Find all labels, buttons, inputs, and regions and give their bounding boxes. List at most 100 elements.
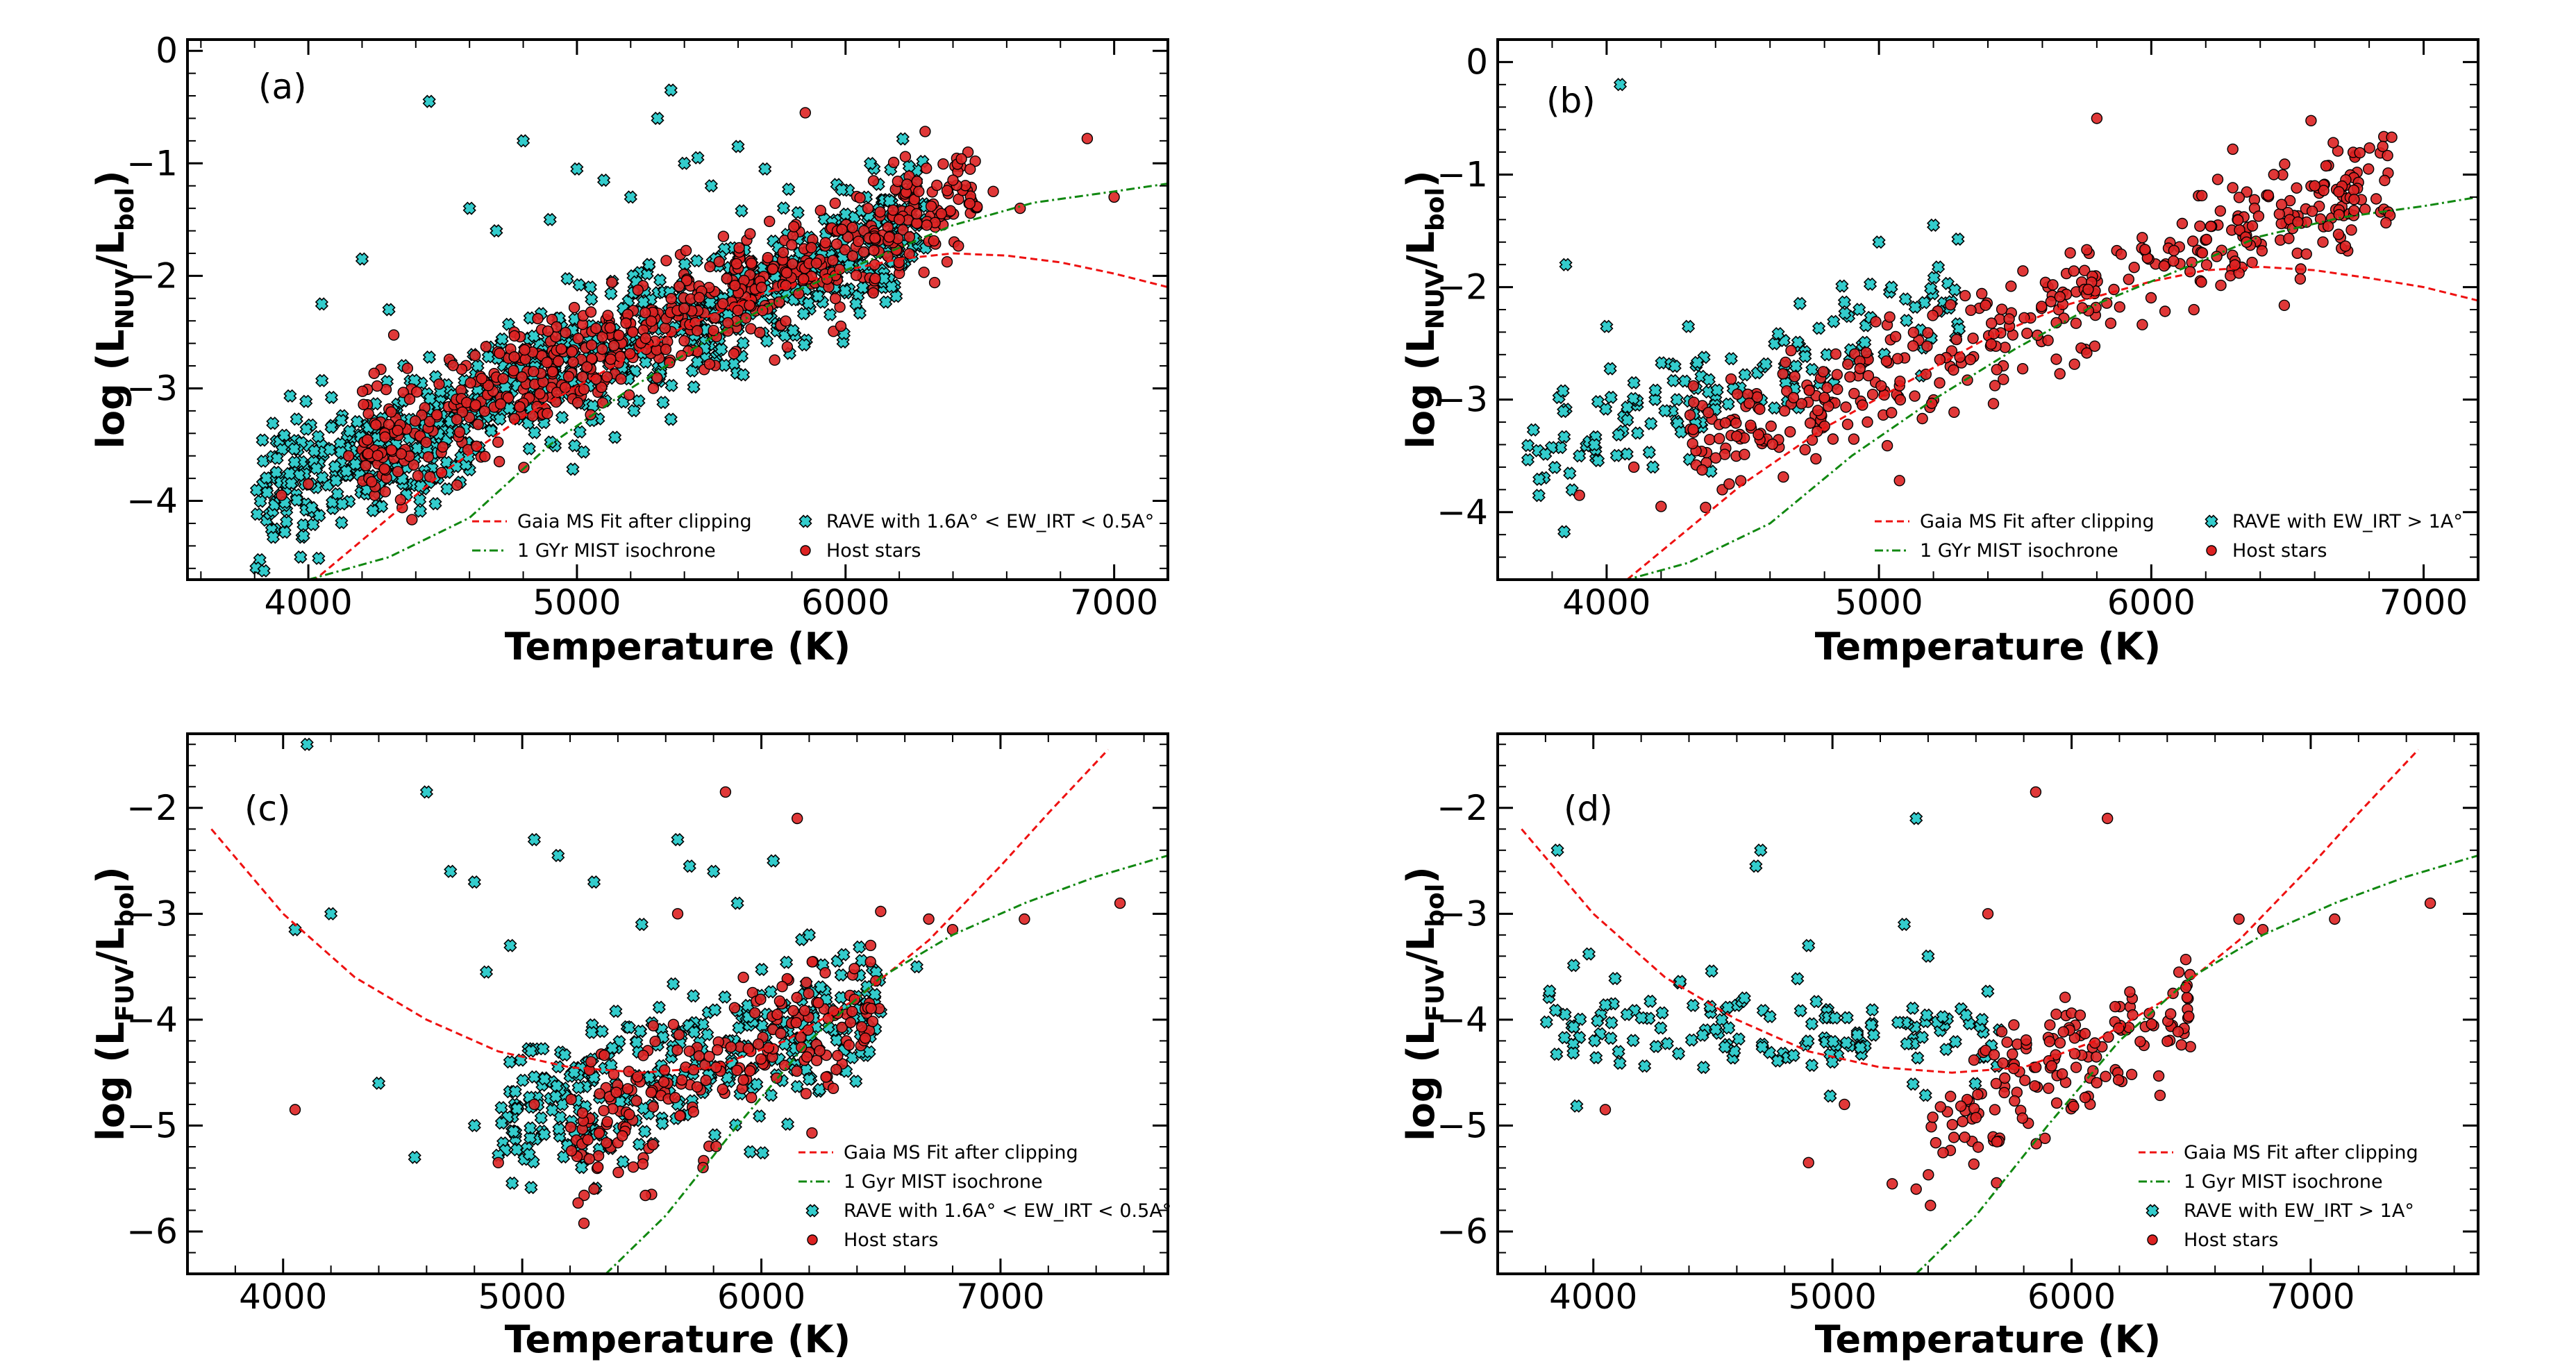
host-point [358,398,369,410]
rave-point [1612,428,1625,442]
host-point [1857,399,1868,411]
panel-tag-b: (b) [1546,81,1596,121]
host-point [763,215,776,228]
host-point [2318,185,2330,196]
host-point [2050,1008,2062,1020]
rave-point [1891,1016,1905,1029]
rave-point [1828,1011,1842,1025]
host-point [2205,220,2217,233]
rave-point [440,482,454,496]
host-point [964,163,976,175]
host-point [854,192,866,204]
rave-point [555,410,569,424]
host-point [601,1116,613,1128]
rave-point [1557,404,1571,419]
rave-point [1837,295,1852,309]
rave-point [1826,1034,1840,1049]
host-point [731,1064,743,1077]
rave-point [642,1070,656,1084]
host-point [1700,501,1712,514]
rave-point [1791,972,1805,986]
host-point [781,973,794,985]
host-point [848,963,860,975]
host-point [565,1093,577,1105]
rave-point [574,1161,589,1175]
rave-point [467,1118,481,1133]
rave-point [315,297,329,311]
rave-point [250,507,265,521]
host-point [362,448,374,460]
host-point [1840,401,1852,413]
plot-content [1521,78,2478,580]
rave-point [1557,525,1571,539]
host-point [637,1050,649,1061]
host-point [2262,190,2275,201]
host-point [920,162,932,174]
rave-point [294,550,308,564]
rave-point [1948,1034,1962,1049]
rave-point [536,1042,550,1056]
host-point [814,205,827,217]
host-point [1862,416,1873,428]
host-point [2056,1068,2068,1080]
y-tick-label: 0 [1466,42,1488,82]
host-point [819,237,832,249]
rave-point [260,485,274,500]
host-point [901,178,913,190]
host-point [2273,208,2286,220]
host-point [371,450,384,462]
host-point [576,1107,589,1119]
host-point [2168,255,2180,267]
host-point [780,315,792,327]
host-point [2246,220,2259,232]
host-point [1885,407,1898,419]
host-point [805,242,817,253]
host-point [2333,209,2345,221]
rave-point [633,1024,647,1039]
host-point [2291,182,2302,194]
host-point [928,276,941,289]
rave-point [1696,1028,1709,1042]
rave-point [334,413,348,428]
host-point [453,426,466,438]
host-point [2091,1077,2102,1088]
rave-point [1588,1034,1602,1048]
host-point [1965,304,1977,317]
host-point [1957,1116,1968,1127]
host-point [2377,140,2389,153]
rave-point [1835,279,1849,293]
host-point [1014,202,1026,215]
rave-point [1924,282,1938,296]
host-point [2068,1048,2081,1060]
host-point [562,371,575,382]
host-point [1081,133,1094,144]
rave-point [587,875,601,889]
rave-point [664,83,678,97]
rave-point [1805,1058,1819,1073]
host-point [1830,348,1842,360]
host-point [806,1127,818,1139]
host-point [867,175,880,187]
rave-point [1805,362,1819,376]
rave-point [595,1025,609,1039]
host-point [788,221,800,233]
rave-point [1926,218,1941,233]
rave-point [505,1176,519,1191]
rave-point [755,962,769,977]
host-point [1894,394,1907,406]
panel-d: 4000 5000 6000 7000 −6 −5 −4 −3 −2 (d) Temperatu… [1399,732,2479,1361]
rave-point [1613,1056,1627,1070]
host-point [528,366,540,378]
y-tick-label: −3 [1437,380,1488,420]
legend-gaia-label-d: Gaia MS Fit after clipping [2184,1142,2418,1163]
host-point [431,409,443,421]
rave-point [1658,404,1672,418]
y-tick-label: −4 [1437,1000,1488,1040]
host-point [1743,397,1755,410]
rave-point [786,323,800,337]
host-point [1709,452,1722,464]
host-point [2091,112,2103,124]
host-point [883,231,896,243]
host-point [1839,1098,1850,1111]
host-point [829,197,842,209]
